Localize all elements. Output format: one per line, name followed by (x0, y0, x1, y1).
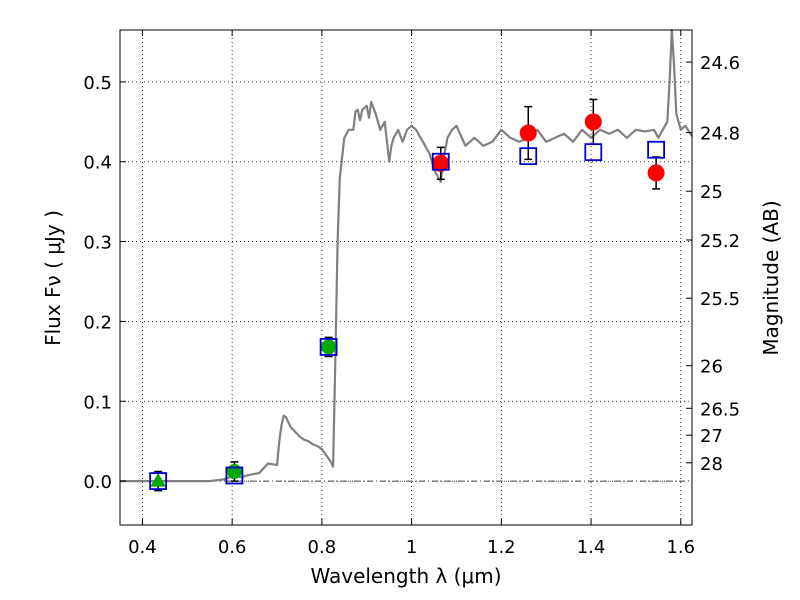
observed-point (647, 164, 665, 182)
observed-point (584, 113, 602, 131)
model-photometry-square (319, 338, 338, 356)
model-spectrum-line (120, 28, 693, 483)
y-tick-label: 0.3 (83, 233, 112, 254)
model-photometry-square (519, 147, 538, 166)
model-photometry-square (584, 143, 603, 162)
x-tick-label: 1.4 (577, 537, 606, 558)
right-tick-label: 25.5 (700, 289, 740, 310)
errorbar-layer (154, 98, 661, 492)
right-axis-title: Magnitude (AB) (759, 200, 783, 355)
y-tick-label: 0.0 (83, 472, 112, 493)
y-axis-title: Flux Fν ( μJy ) (41, 210, 65, 346)
y-tick-label: 0.2 (83, 312, 112, 333)
grid (120, 30, 692, 525)
right-tick-label: 27 (700, 426, 723, 447)
y-tick-label: 0.4 (83, 153, 112, 174)
tick-layer (120, 30, 692, 525)
model-photometry-square (225, 466, 244, 485)
observed-point (519, 124, 537, 142)
upper-limit-point (321, 339, 337, 355)
plot-frame (119, 29, 693, 526)
model-spectrum-layer (120, 28, 693, 483)
model-photometry-square (431, 152, 450, 171)
model-photometry-square (647, 140, 666, 159)
model-photometry-square (149, 472, 168, 490)
tick-label-layer: 0.4 0.6 0.8 1 1.2 1.4 1.6 0.0 0.1 0.2 0.3 0.4 0.5 24.… (83, 53, 740, 558)
x-tick-label: 0.6 (218, 537, 247, 558)
y-tick-label: 0.1 (83, 392, 112, 413)
right-tick-label: 26 (700, 357, 723, 378)
x-tick-label: 1 (406, 537, 417, 558)
marker-layer (149, 113, 666, 490)
right-tick-label: 28 (700, 454, 723, 475)
right-tick-label: 26.5 (700, 399, 740, 420)
right-tick-label: 25 (700, 182, 723, 203)
y-tick-label: 0.5 (83, 73, 112, 94)
right-tick-label: 25.2 (700, 231, 740, 252)
right-tick-label: 24.8 (700, 124, 740, 145)
x-axis-title: Wavelength λ (μm) (310, 564, 501, 588)
upper-limit-triangle (150, 473, 167, 487)
x-tick-label: 0.4 (128, 537, 157, 558)
right-tick-label: 24.6 (700, 53, 740, 74)
x-tick-label: 0.8 (308, 537, 337, 558)
x-tick-label: 1.6 (666, 537, 695, 558)
x-tick-label: 1.2 (487, 537, 516, 558)
